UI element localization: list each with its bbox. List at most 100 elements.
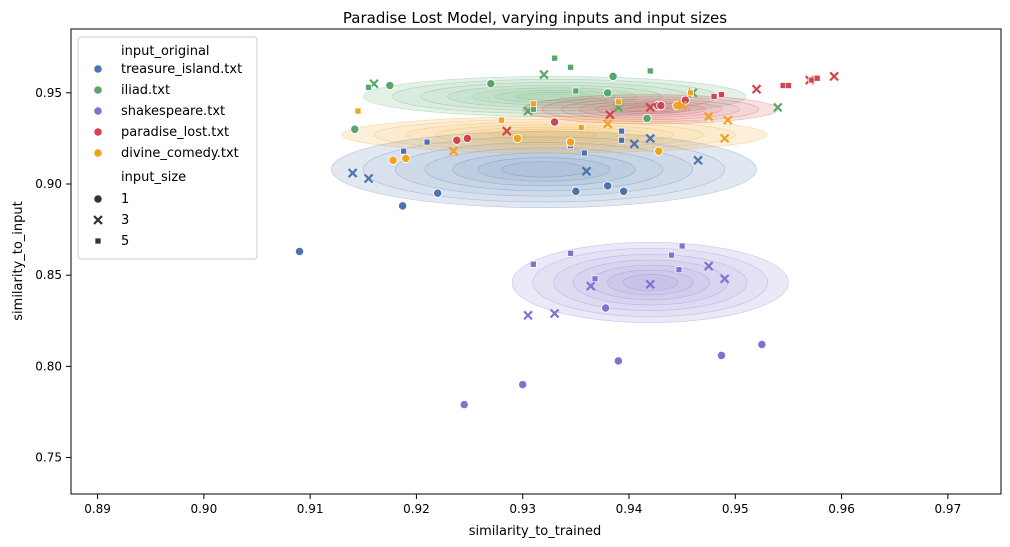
- kde-shakespeare-txt: [511, 242, 789, 323]
- data-point: [718, 91, 725, 98]
- data-point: [433, 188, 443, 198]
- data-point: [618, 127, 625, 135]
- legend-size-marker: [94, 237, 102, 245]
- x-tick-label: 0.94: [616, 502, 643, 516]
- legend-item-label: treasure_island.txt: [121, 62, 242, 77]
- kde-iliad-txt: [362, 76, 747, 117]
- data-point: [539, 69, 549, 80]
- kde-contour: [522, 94, 779, 125]
- data-point: [365, 84, 372, 91]
- data-point: [585, 281, 596, 291]
- legend-marker: [94, 107, 102, 115]
- data-point: [719, 274, 730, 284]
- kde-contour: [477, 157, 611, 182]
- data-point: [567, 63, 574, 71]
- y-axis: 0.75 0.80 0.85 0.90 0.95: [35, 86, 71, 465]
- data-point: [629, 139, 640, 149]
- legend-size-title: input_size: [121, 170, 186, 185]
- data-point: [613, 356, 624, 366]
- data-point: [654, 146, 664, 156]
- data-point: [486, 79, 496, 89]
- data-point: [603, 88, 613, 98]
- x-tick-label: 0.95: [722, 502, 749, 516]
- legend-size-label: 3: [121, 213, 129, 228]
- data-point: [549, 308, 560, 319]
- data-point: [551, 54, 558, 62]
- kde-contour: [511, 242, 789, 323]
- data-point: [518, 379, 528, 390]
- y-tick-label: 0.75: [35, 451, 62, 465]
- data-point: [645, 133, 656, 144]
- data-point: [608, 71, 618, 82]
- data-point: [397, 201, 408, 211]
- data-point: [572, 87, 580, 95]
- data-point: [719, 133, 730, 144]
- data-point: [619, 186, 629, 196]
- kde-contour: [516, 92, 594, 101]
- data-point: [581, 166, 592, 176]
- data-point: [529, 260, 537, 268]
- data-point: [571, 186, 581, 196]
- data-point: [448, 146, 459, 156]
- data-point: [354, 107, 362, 115]
- data-point: [678, 242, 686, 250]
- data-point: [603, 181, 613, 191]
- data-point: [388, 155, 398, 165]
- data-point: [642, 113, 652, 124]
- kde-contour: [494, 89, 615, 103]
- legend-item-label: paradise_lost.txt: [121, 125, 229, 140]
- legend-item-label: divine_comedy.txt: [121, 146, 239, 161]
- data-point: [813, 74, 821, 82]
- y-tick-label: 0.80: [35, 359, 62, 373]
- data-point: [529, 100, 537, 108]
- kde-contour: [362, 136, 725, 203]
- data-point: [687, 89, 694, 97]
- data-point: [600, 303, 611, 313]
- series-divine_comedy-txt: [354, 89, 733, 165]
- series-treasure_island-txt: [294, 127, 703, 257]
- kde-contour: [553, 254, 748, 311]
- kde-contour: [590, 264, 710, 301]
- chart-title: Paradise Lost Model, varying inputs and …: [343, 9, 727, 27]
- data-point: [529, 105, 537, 113]
- legend-marker: [94, 149, 102, 157]
- data-point: [502, 126, 512, 136]
- kde-contour: [622, 274, 679, 291]
- kde-contour: [607, 269, 694, 296]
- data-point: [645, 279, 656, 290]
- plot-frame: [70, 28, 1002, 495]
- series-shakespeare-txt: [459, 242, 767, 410]
- data-point: [565, 137, 576, 147]
- x-axis: 0.89 0.90 0.91 0.92 0.93 0.94 0.95 0.96 0.97: [84, 494, 961, 516]
- data-point: [693, 155, 703, 166]
- data-point: [751, 84, 762, 94]
- data-point: [602, 119, 613, 129]
- x-tick-label: 0.89: [84, 502, 111, 516]
- legend-box: [77, 36, 258, 260]
- legend-size-marker: [93, 215, 103, 225]
- data-point: [549, 117, 560, 127]
- kde-contour: [341, 116, 768, 154]
- y-axis-label: similarity_to_input: [11, 201, 26, 320]
- y-tick-label: 0.95: [35, 86, 62, 100]
- legend-marker: [94, 65, 102, 73]
- data-point: [363, 173, 374, 184]
- data-point: [668, 251, 675, 259]
- data-point: [710, 93, 718, 100]
- legend-size-marker: [93, 194, 103, 204]
- data-point: [347, 168, 358, 178]
- data-point: [401, 153, 411, 164]
- data-point: [703, 261, 714, 271]
- x-axis-label: similarity_to_trained: [469, 524, 602, 539]
- data-point: [829, 71, 839, 82]
- data-point: [577, 124, 585, 131]
- data-point: [385, 80, 395, 91]
- data-point: [703, 111, 714, 122]
- scatter-points-layer: [294, 54, 839, 410]
- legend-item-label: shakespeare.txt: [121, 104, 225, 119]
- data-point: [773, 102, 783, 113]
- data-point: [591, 275, 599, 283]
- data-point: [656, 100, 666, 111]
- x-tick-label: 0.90: [190, 502, 217, 516]
